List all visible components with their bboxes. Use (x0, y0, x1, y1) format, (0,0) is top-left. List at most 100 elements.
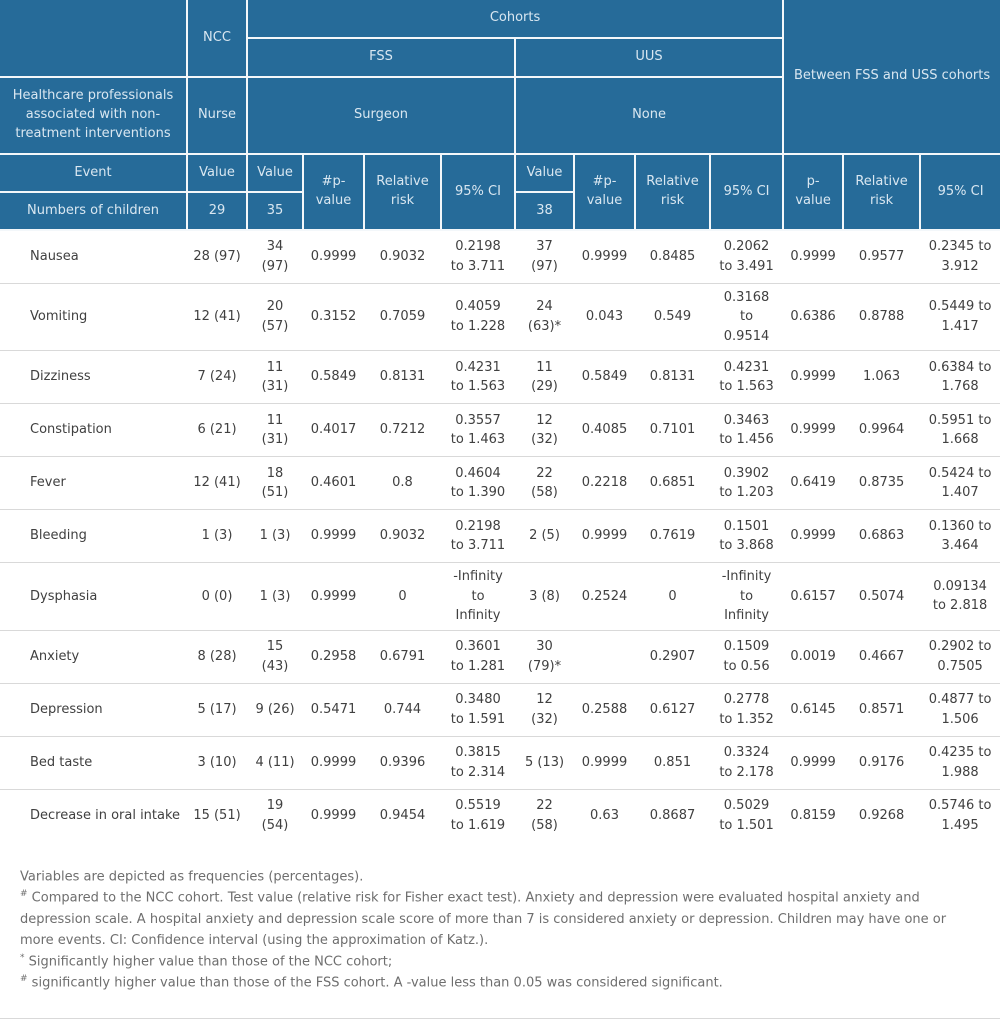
cell: 8 (28) (187, 629, 247, 684)
header-fss-value: Value (246, 153, 304, 193)
cell: 0.9999 (783, 403, 844, 457)
cell-event: Decrease in oral intake (0, 788, 187, 843)
cell: 1 (3) (247, 509, 303, 563)
cell: 0.5029 to 1.501 (710, 788, 784, 843)
cell (574, 629, 635, 684)
cell: 0.5849 (574, 350, 635, 404)
cell: 0.8788 (843, 282, 921, 351)
cell: 0 (364, 562, 441, 631)
cell: 0.3168 to 0.9514 (710, 282, 784, 351)
header-fss: FSS (246, 37, 516, 78)
cell: 0.2218 (574, 456, 635, 510)
header-surgeon: Surgeon (246, 76, 516, 155)
footnote-marker: # (20, 974, 28, 985)
cell: 18 (51) (247, 456, 303, 510)
cell: 11 (31) (247, 350, 303, 404)
cell-event: Constipation (0, 403, 187, 457)
table-row: Vomiting 12 (41) 20 (57) 0.3152 0.7059 0… (0, 282, 1000, 351)
cell: 0.8485 (635, 229, 710, 284)
cell: 0.1360 to 3.464 (920, 509, 1000, 563)
cell: 0.6386 (783, 282, 844, 351)
cell: 0.6791 (364, 629, 441, 684)
cell: 0.4235 to 1.988 (920, 735, 1000, 790)
cell: 0.8687 (635, 788, 710, 843)
cell: 0.1509 to 0.56 (710, 629, 784, 684)
cell: 0.3557 to 1.463 (441, 403, 515, 457)
cell: 1.063 (843, 350, 921, 404)
table-row: Nausea 28 (97) 34 (97) 0.9999 0.9032 0.2… (0, 229, 1000, 284)
cell: 0.549 (635, 282, 710, 351)
header-uus: UUS (513, 37, 785, 78)
cell: 0.1501 to 3.868 (710, 509, 784, 563)
cell: 0.6384 to 1.768 (920, 350, 1000, 404)
cell: 0.9999 (303, 735, 364, 790)
cell: 15 (51) (187, 788, 247, 843)
cell: 0.9999 (303, 229, 364, 284)
header-cohorts: Cohorts (245, 0, 785, 39)
cell: 0.6145 (783, 682, 844, 737)
cell-event: Bleeding (0, 509, 187, 563)
cell: 30 (79)* (515, 629, 574, 684)
cell-event: Vomiting (0, 282, 187, 351)
footnote-text: Significantly higher value than those of… (24, 954, 393, 970)
cell: 0.2524 (574, 562, 635, 631)
cell-event: Depression (0, 682, 187, 737)
cell: 0.9577 (843, 229, 921, 284)
header-between-ci: 95% CI (919, 153, 1000, 231)
cell: 0.3463 to 1.456 (710, 403, 784, 457)
cell: 0.2345 to 3.912 (920, 229, 1000, 284)
footnote-text: significantly higher value than those of… (27, 975, 723, 991)
header-fss-ci: 95% CI (440, 153, 516, 231)
header-n-uus: 38 (514, 191, 575, 231)
cell: 0.5074 (843, 562, 921, 631)
cell: 0.8159 (783, 788, 844, 843)
cell: 0.3152 (303, 282, 364, 351)
cell: 0.9999 (783, 509, 844, 563)
table-row: Dysphasia 0 (0) 1 (3) 0.9999 0 -Infinity… (0, 562, 1000, 631)
cell: 0.9454 (364, 788, 441, 843)
footnote-text: Variables are depicted as frequencies (p… (20, 869, 364, 885)
cell: 0.6127 (635, 682, 710, 737)
cell: 0.3324 to 2.178 (710, 735, 784, 790)
cell: 0.2588 (574, 682, 635, 737)
cell: 0.4877 to 1.506 (920, 682, 1000, 737)
cell: 2 (5) (515, 509, 574, 563)
table-row: Anxiety 8 (28) 15 (43) 0.2958 0.6791 0.3… (0, 629, 1000, 684)
header-event: Event (0, 153, 188, 193)
table-body: Nausea 28 (97) 34 (97) 0.9999 0.9032 0.2… (0, 229, 1000, 843)
footnote-text: Compared to the NCC cohort. Test value (… (20, 890, 947, 948)
cell-event: Fever (0, 456, 187, 510)
footnote-hash: # significantly higher value than those … (20, 972, 980, 993)
table-row: Dizziness 7 (24) 11 (31) 0.5849 0.8131 0… (0, 350, 1000, 404)
cell: 0.2198 to 3.711 (441, 229, 515, 284)
header-professionals: Healthcare professionals associated with… (0, 76, 188, 155)
cell: 0.9999 (574, 229, 635, 284)
cell: 0.9999 (303, 509, 364, 563)
footnotes: Variables are depicted as frequencies (p… (0, 842, 1000, 1004)
adverse-events-table: NCC Cohorts Between FSS and USS cohorts … (0, 0, 1000, 843)
cell: 0.7101 (635, 403, 710, 457)
footnote-marker: # (20, 889, 28, 900)
cell: 0.5519 to 1.619 (441, 788, 515, 843)
cell: 12 (41) (187, 282, 247, 351)
cell: 5 (13) (515, 735, 574, 790)
cell: 0.2902 to 0.7505 (920, 629, 1000, 684)
cell: 0.4231 to 1.563 (441, 350, 515, 404)
cell: 0.5849 (303, 350, 364, 404)
header-uus-ci: 95% CI (708, 153, 785, 231)
cell: 0.9999 (574, 735, 635, 790)
cell: -Infinity to Infinity (441, 562, 515, 631)
cell: 4 (11) (247, 735, 303, 790)
cell: 19 (54) (247, 788, 303, 843)
cell: 0.6851 (635, 456, 710, 510)
cell: 9 (26) (247, 682, 303, 737)
cell: 37 (97) (515, 229, 574, 284)
cell: 12 (32) (515, 682, 574, 737)
cell: 0.2062 to 3.491 (710, 229, 784, 284)
cell: 0.4601 (303, 456, 364, 510)
footnote-marker: * (20, 952, 25, 963)
cell: 0.7619 (635, 509, 710, 563)
footnote-frequencies: Variables are depicted as frequencies (p… (20, 866, 980, 887)
cell: 0.5951 to 1.668 (920, 403, 1000, 457)
